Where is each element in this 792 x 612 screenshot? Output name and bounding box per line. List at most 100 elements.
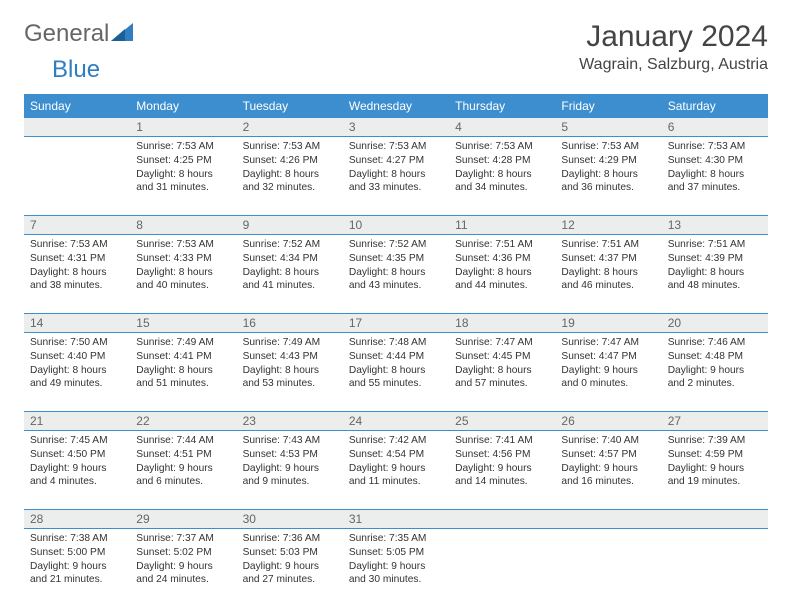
sunrise-text: Sunrise: 7:53 AM bbox=[561, 140, 655, 154]
day-number: 20 bbox=[662, 314, 768, 332]
weekday-header: Sunday Monday Tuesday Wednesday Thursday… bbox=[24, 94, 768, 118]
logo-triangle-icon bbox=[111, 20, 133, 48]
day-number: 19 bbox=[555, 314, 661, 332]
sunset-text: Sunset: 4:34 PM bbox=[243, 252, 337, 266]
day-cell: Sunrise: 7:41 AMSunset: 4:56 PMDaylight:… bbox=[449, 431, 555, 509]
day-cell: Sunrise: 7:50 AMSunset: 4:40 PMDaylight:… bbox=[24, 333, 130, 411]
day-cell: Sunrise: 7:53 AMSunset: 4:28 PMDaylight:… bbox=[449, 137, 555, 215]
day-cell: Sunrise: 7:44 AMSunset: 4:51 PMDaylight:… bbox=[130, 431, 236, 509]
sunset-text: Sunset: 4:41 PM bbox=[136, 350, 230, 364]
daylight-text: Daylight: 8 hours and 33 minutes. bbox=[349, 168, 443, 196]
sunset-text: Sunset: 4:30 PM bbox=[668, 154, 762, 168]
day-cell bbox=[24, 137, 130, 215]
day-cell: Sunrise: 7:36 AMSunset: 5:03 PMDaylight:… bbox=[237, 529, 343, 607]
sunrise-text: Sunrise: 7:46 AM bbox=[668, 336, 762, 350]
day-cell: Sunrise: 7:37 AMSunset: 5:02 PMDaylight:… bbox=[130, 529, 236, 607]
sunrise-text: Sunrise: 7:51 AM bbox=[455, 238, 549, 252]
sunrise-text: Sunrise: 7:53 AM bbox=[455, 140, 549, 154]
day-number: 12 bbox=[555, 216, 661, 234]
daylight-text: Daylight: 9 hours and 6 minutes. bbox=[136, 462, 230, 490]
daynum-row: 21222324252627 bbox=[24, 412, 768, 431]
daylight-text: Daylight: 9 hours and 19 minutes. bbox=[668, 462, 762, 490]
daylight-text: Daylight: 8 hours and 41 minutes. bbox=[243, 266, 337, 294]
sunrise-text: Sunrise: 7:37 AM bbox=[136, 532, 230, 546]
daynum-row: 123456 bbox=[24, 118, 768, 137]
day-cell: Sunrise: 7:43 AMSunset: 4:53 PMDaylight:… bbox=[237, 431, 343, 509]
daylight-text: Daylight: 9 hours and 11 minutes. bbox=[349, 462, 443, 490]
sunrise-text: Sunrise: 7:50 AM bbox=[30, 336, 124, 350]
calendar: Sunday Monday Tuesday Wednesday Thursday… bbox=[24, 94, 768, 607]
day-number: 15 bbox=[130, 314, 236, 332]
day-number bbox=[555, 510, 661, 528]
day-cell: Sunrise: 7:53 AMSunset: 4:30 PMDaylight:… bbox=[662, 137, 768, 215]
day-cell: Sunrise: 7:35 AMSunset: 5:05 PMDaylight:… bbox=[343, 529, 449, 607]
day-cell: Sunrise: 7:53 AMSunset: 4:27 PMDaylight:… bbox=[343, 137, 449, 215]
week-row: Sunrise: 7:38 AMSunset: 5:00 PMDaylight:… bbox=[24, 529, 768, 607]
day-cell: Sunrise: 7:53 AMSunset: 4:29 PMDaylight:… bbox=[555, 137, 661, 215]
logo-text-1: General bbox=[24, 20, 109, 48]
day-number: 16 bbox=[237, 314, 343, 332]
sunset-text: Sunset: 4:26 PM bbox=[243, 154, 337, 168]
day-number: 24 bbox=[343, 412, 449, 430]
week-row: Sunrise: 7:45 AMSunset: 4:50 PMDaylight:… bbox=[24, 431, 768, 510]
weekday-tue: Tuesday bbox=[237, 94, 343, 118]
day-number bbox=[662, 510, 768, 528]
day-number: 10 bbox=[343, 216, 449, 234]
day-cell: Sunrise: 7:42 AMSunset: 4:54 PMDaylight:… bbox=[343, 431, 449, 509]
day-cell: Sunrise: 7:40 AMSunset: 4:57 PMDaylight:… bbox=[555, 431, 661, 509]
daylight-text: Daylight: 8 hours and 57 minutes. bbox=[455, 364, 549, 392]
weekday-fri: Friday bbox=[555, 94, 661, 118]
sunset-text: Sunset: 4:59 PM bbox=[668, 448, 762, 462]
day-cell: Sunrise: 7:46 AMSunset: 4:48 PMDaylight:… bbox=[662, 333, 768, 411]
sunrise-text: Sunrise: 7:40 AM bbox=[561, 434, 655, 448]
logo: General bbox=[24, 20, 135, 48]
day-number: 29 bbox=[130, 510, 236, 528]
daylight-text: Daylight: 9 hours and 4 minutes. bbox=[30, 462, 124, 490]
sunrise-text: Sunrise: 7:47 AM bbox=[455, 336, 549, 350]
day-cell: Sunrise: 7:47 AMSunset: 4:45 PMDaylight:… bbox=[449, 333, 555, 411]
sunrise-text: Sunrise: 7:51 AM bbox=[561, 238, 655, 252]
sunrise-text: Sunrise: 7:53 AM bbox=[30, 238, 124, 252]
day-cell: Sunrise: 7:51 AMSunset: 4:39 PMDaylight:… bbox=[662, 235, 768, 313]
sunrise-text: Sunrise: 7:52 AM bbox=[349, 238, 443, 252]
sunset-text: Sunset: 5:03 PM bbox=[243, 546, 337, 560]
sunrise-text: Sunrise: 7:53 AM bbox=[136, 140, 230, 154]
daylight-text: Daylight: 8 hours and 55 minutes. bbox=[349, 364, 443, 392]
sunrise-text: Sunrise: 7:53 AM bbox=[243, 140, 337, 154]
sunset-text: Sunset: 4:48 PM bbox=[668, 350, 762, 364]
daylight-text: Daylight: 8 hours and 44 minutes. bbox=[455, 266, 549, 294]
sunrise-text: Sunrise: 7:49 AM bbox=[243, 336, 337, 350]
sunset-text: Sunset: 4:54 PM bbox=[349, 448, 443, 462]
weekday-sun: Sunday bbox=[24, 94, 130, 118]
week-row: Sunrise: 7:50 AMSunset: 4:40 PMDaylight:… bbox=[24, 333, 768, 412]
daylight-text: Daylight: 8 hours and 32 minutes. bbox=[243, 168, 337, 196]
weekday-sat: Saturday bbox=[662, 94, 768, 118]
day-number: 7 bbox=[24, 216, 130, 234]
day-cell: Sunrise: 7:53 AMSunset: 4:25 PMDaylight:… bbox=[130, 137, 236, 215]
week-row: Sunrise: 7:53 AMSunset: 4:31 PMDaylight:… bbox=[24, 235, 768, 314]
day-cell: Sunrise: 7:49 AMSunset: 4:41 PMDaylight:… bbox=[130, 333, 236, 411]
location: Wagrain, Salzburg, Austria bbox=[579, 56, 768, 74]
day-cell: Sunrise: 7:52 AMSunset: 4:34 PMDaylight:… bbox=[237, 235, 343, 313]
day-cell: Sunrise: 7:45 AMSunset: 4:50 PMDaylight:… bbox=[24, 431, 130, 509]
daylight-text: Daylight: 8 hours and 31 minutes. bbox=[136, 168, 230, 196]
sunrise-text: Sunrise: 7:53 AM bbox=[136, 238, 230, 252]
daylight-text: Daylight: 9 hours and 21 minutes. bbox=[30, 560, 124, 588]
daylight-text: Daylight: 8 hours and 49 minutes. bbox=[30, 364, 124, 392]
day-number: 1 bbox=[130, 118, 236, 136]
day-number: 26 bbox=[555, 412, 661, 430]
sunset-text: Sunset: 5:00 PM bbox=[30, 546, 124, 560]
daylight-text: Daylight: 8 hours and 37 minutes. bbox=[668, 168, 762, 196]
day-number: 11 bbox=[449, 216, 555, 234]
weekday-wed: Wednesday bbox=[343, 94, 449, 118]
sunrise-text: Sunrise: 7:53 AM bbox=[668, 140, 762, 154]
day-cell: Sunrise: 7:51 AMSunset: 4:37 PMDaylight:… bbox=[555, 235, 661, 313]
day-number: 23 bbox=[237, 412, 343, 430]
sunset-text: Sunset: 4:33 PM bbox=[136, 252, 230, 266]
day-number: 28 bbox=[24, 510, 130, 528]
day-number: 31 bbox=[343, 510, 449, 528]
sunset-text: Sunset: 4:27 PM bbox=[349, 154, 443, 168]
daylight-text: Daylight: 8 hours and 48 minutes. bbox=[668, 266, 762, 294]
sunset-text: Sunset: 4:25 PM bbox=[136, 154, 230, 168]
daylight-text: Daylight: 8 hours and 38 minutes. bbox=[30, 266, 124, 294]
